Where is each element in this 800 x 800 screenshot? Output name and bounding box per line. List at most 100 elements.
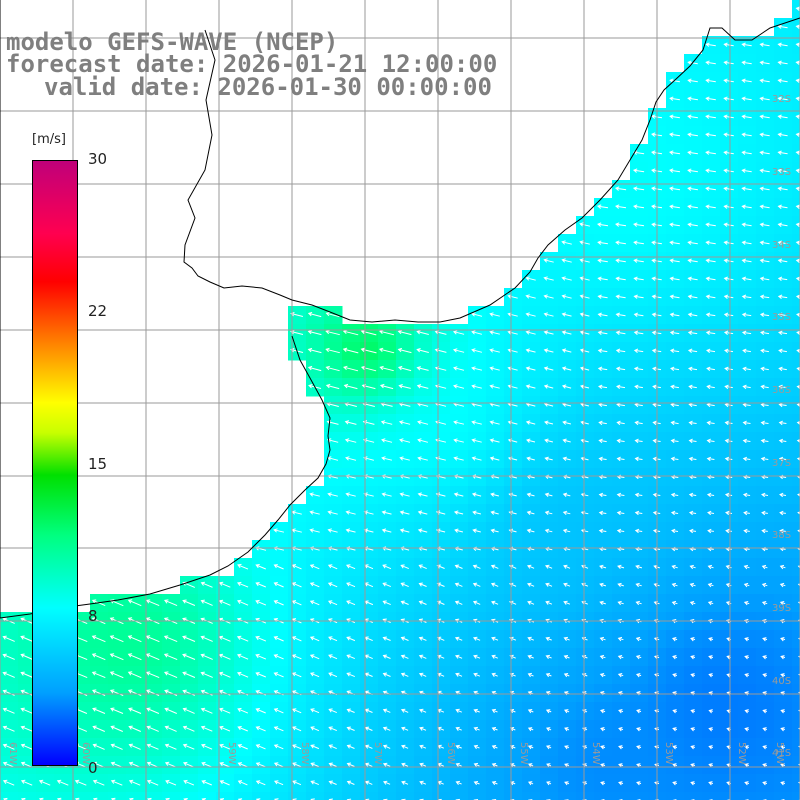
wind-arrow xyxy=(146,779,159,786)
wind-arrow xyxy=(255,726,266,732)
wind-arrow xyxy=(164,707,177,714)
wind-arrow xyxy=(309,636,320,642)
wind-arrow xyxy=(743,510,750,516)
wind-arrow xyxy=(200,689,213,696)
wind-arrow xyxy=(707,601,714,606)
wind-arrow xyxy=(672,763,678,768)
wind-arrow xyxy=(419,744,427,749)
wind-arrow xyxy=(471,348,483,353)
wind-arrow xyxy=(489,312,500,317)
lat-label-35s: 35S xyxy=(772,312,792,323)
wind-arrow xyxy=(455,780,462,785)
wind-arrow xyxy=(706,366,715,371)
wind-arrow xyxy=(543,330,554,335)
speed-cell xyxy=(126,792,145,800)
wind-arrow xyxy=(795,132,800,137)
wind-arrow xyxy=(183,779,195,786)
wind-arrow xyxy=(760,402,769,408)
wind-arrow xyxy=(689,564,696,570)
wind-arrow xyxy=(471,438,482,443)
speed-cell xyxy=(792,684,800,703)
wind-arrow xyxy=(237,762,248,768)
wind-arrow xyxy=(416,348,429,353)
wind-arrow xyxy=(780,781,786,786)
wind-arrow xyxy=(724,366,733,371)
wind-arrow xyxy=(491,745,498,750)
wind-arrow xyxy=(2,671,15,678)
wind-arrow xyxy=(778,456,787,462)
speed-cell xyxy=(792,522,800,541)
wind-arrow xyxy=(724,456,733,462)
wind-arrow xyxy=(218,707,231,714)
wind-arrow xyxy=(200,743,213,750)
wind-arrow xyxy=(669,240,680,245)
wind-arrow xyxy=(779,582,786,588)
wind-arrow xyxy=(669,96,680,101)
wind-arrow xyxy=(795,150,800,155)
speed-cell xyxy=(378,792,397,800)
wind-arrow xyxy=(707,528,714,534)
wind-arrow xyxy=(454,600,463,605)
wind-arrow xyxy=(616,528,625,534)
wind-arrow xyxy=(617,564,625,570)
speed-cell xyxy=(270,792,289,800)
wind-arrow xyxy=(526,438,536,443)
colorbar-unit: [m/s] xyxy=(32,132,66,147)
wind-arrow xyxy=(472,564,481,569)
speed-cell xyxy=(792,270,800,289)
wind-arrow xyxy=(762,745,767,750)
speed-cell xyxy=(792,414,800,433)
wind-arrow xyxy=(91,635,106,643)
wind-arrow xyxy=(690,655,696,660)
wind-arrow xyxy=(255,744,266,750)
wind-arrow xyxy=(561,348,572,353)
wind-arrow xyxy=(795,222,800,227)
wind-arrow xyxy=(397,347,412,354)
wind-arrow xyxy=(669,258,680,263)
wind-arrow xyxy=(742,366,751,372)
wind-arrow xyxy=(236,581,249,588)
wind-arrow xyxy=(597,258,608,263)
wind-arrow xyxy=(382,600,391,606)
wind-arrow xyxy=(454,636,463,641)
wind-arrow xyxy=(490,510,499,515)
wind-arrow xyxy=(669,150,681,155)
wind-arrow xyxy=(127,653,142,661)
wind-arrow xyxy=(688,402,697,408)
speed-cell xyxy=(792,234,800,253)
wind-arrow xyxy=(363,492,374,497)
wind-arrow xyxy=(128,743,141,750)
wind-arrow xyxy=(670,492,679,498)
wind-arrow xyxy=(346,600,356,606)
speed-cell xyxy=(792,504,800,523)
wind-arrow xyxy=(797,529,800,533)
wind-arrow xyxy=(780,655,786,660)
wind-arrow xyxy=(525,366,536,371)
wind-arrow xyxy=(706,402,715,408)
wind-arrow xyxy=(164,761,177,768)
wind-arrow xyxy=(743,601,750,606)
wind-arrow xyxy=(779,492,787,498)
wind-arrow xyxy=(128,707,142,714)
wind-arrow xyxy=(741,222,752,227)
wind-arrow xyxy=(706,492,715,498)
wind-arrow xyxy=(453,456,464,461)
wind-arrow xyxy=(635,582,642,588)
wind-arrow xyxy=(671,582,678,588)
wind-arrow xyxy=(615,258,626,263)
lat-label-40s: 40S xyxy=(772,676,792,687)
wind-arrow xyxy=(780,673,786,678)
wind-arrow xyxy=(705,204,716,209)
speed-cell xyxy=(792,216,800,235)
wind-arrow xyxy=(307,347,322,354)
wind-arrow xyxy=(741,312,752,317)
wind-arrow xyxy=(705,222,716,227)
wind-arrow xyxy=(20,653,33,660)
speed-cell xyxy=(792,252,800,271)
wind-arrow xyxy=(618,763,624,768)
wind-arrow xyxy=(707,564,714,570)
speed-cell xyxy=(738,792,757,800)
wind-arrow xyxy=(760,384,769,390)
wind-arrow xyxy=(527,654,534,659)
wind-arrow xyxy=(741,330,752,335)
